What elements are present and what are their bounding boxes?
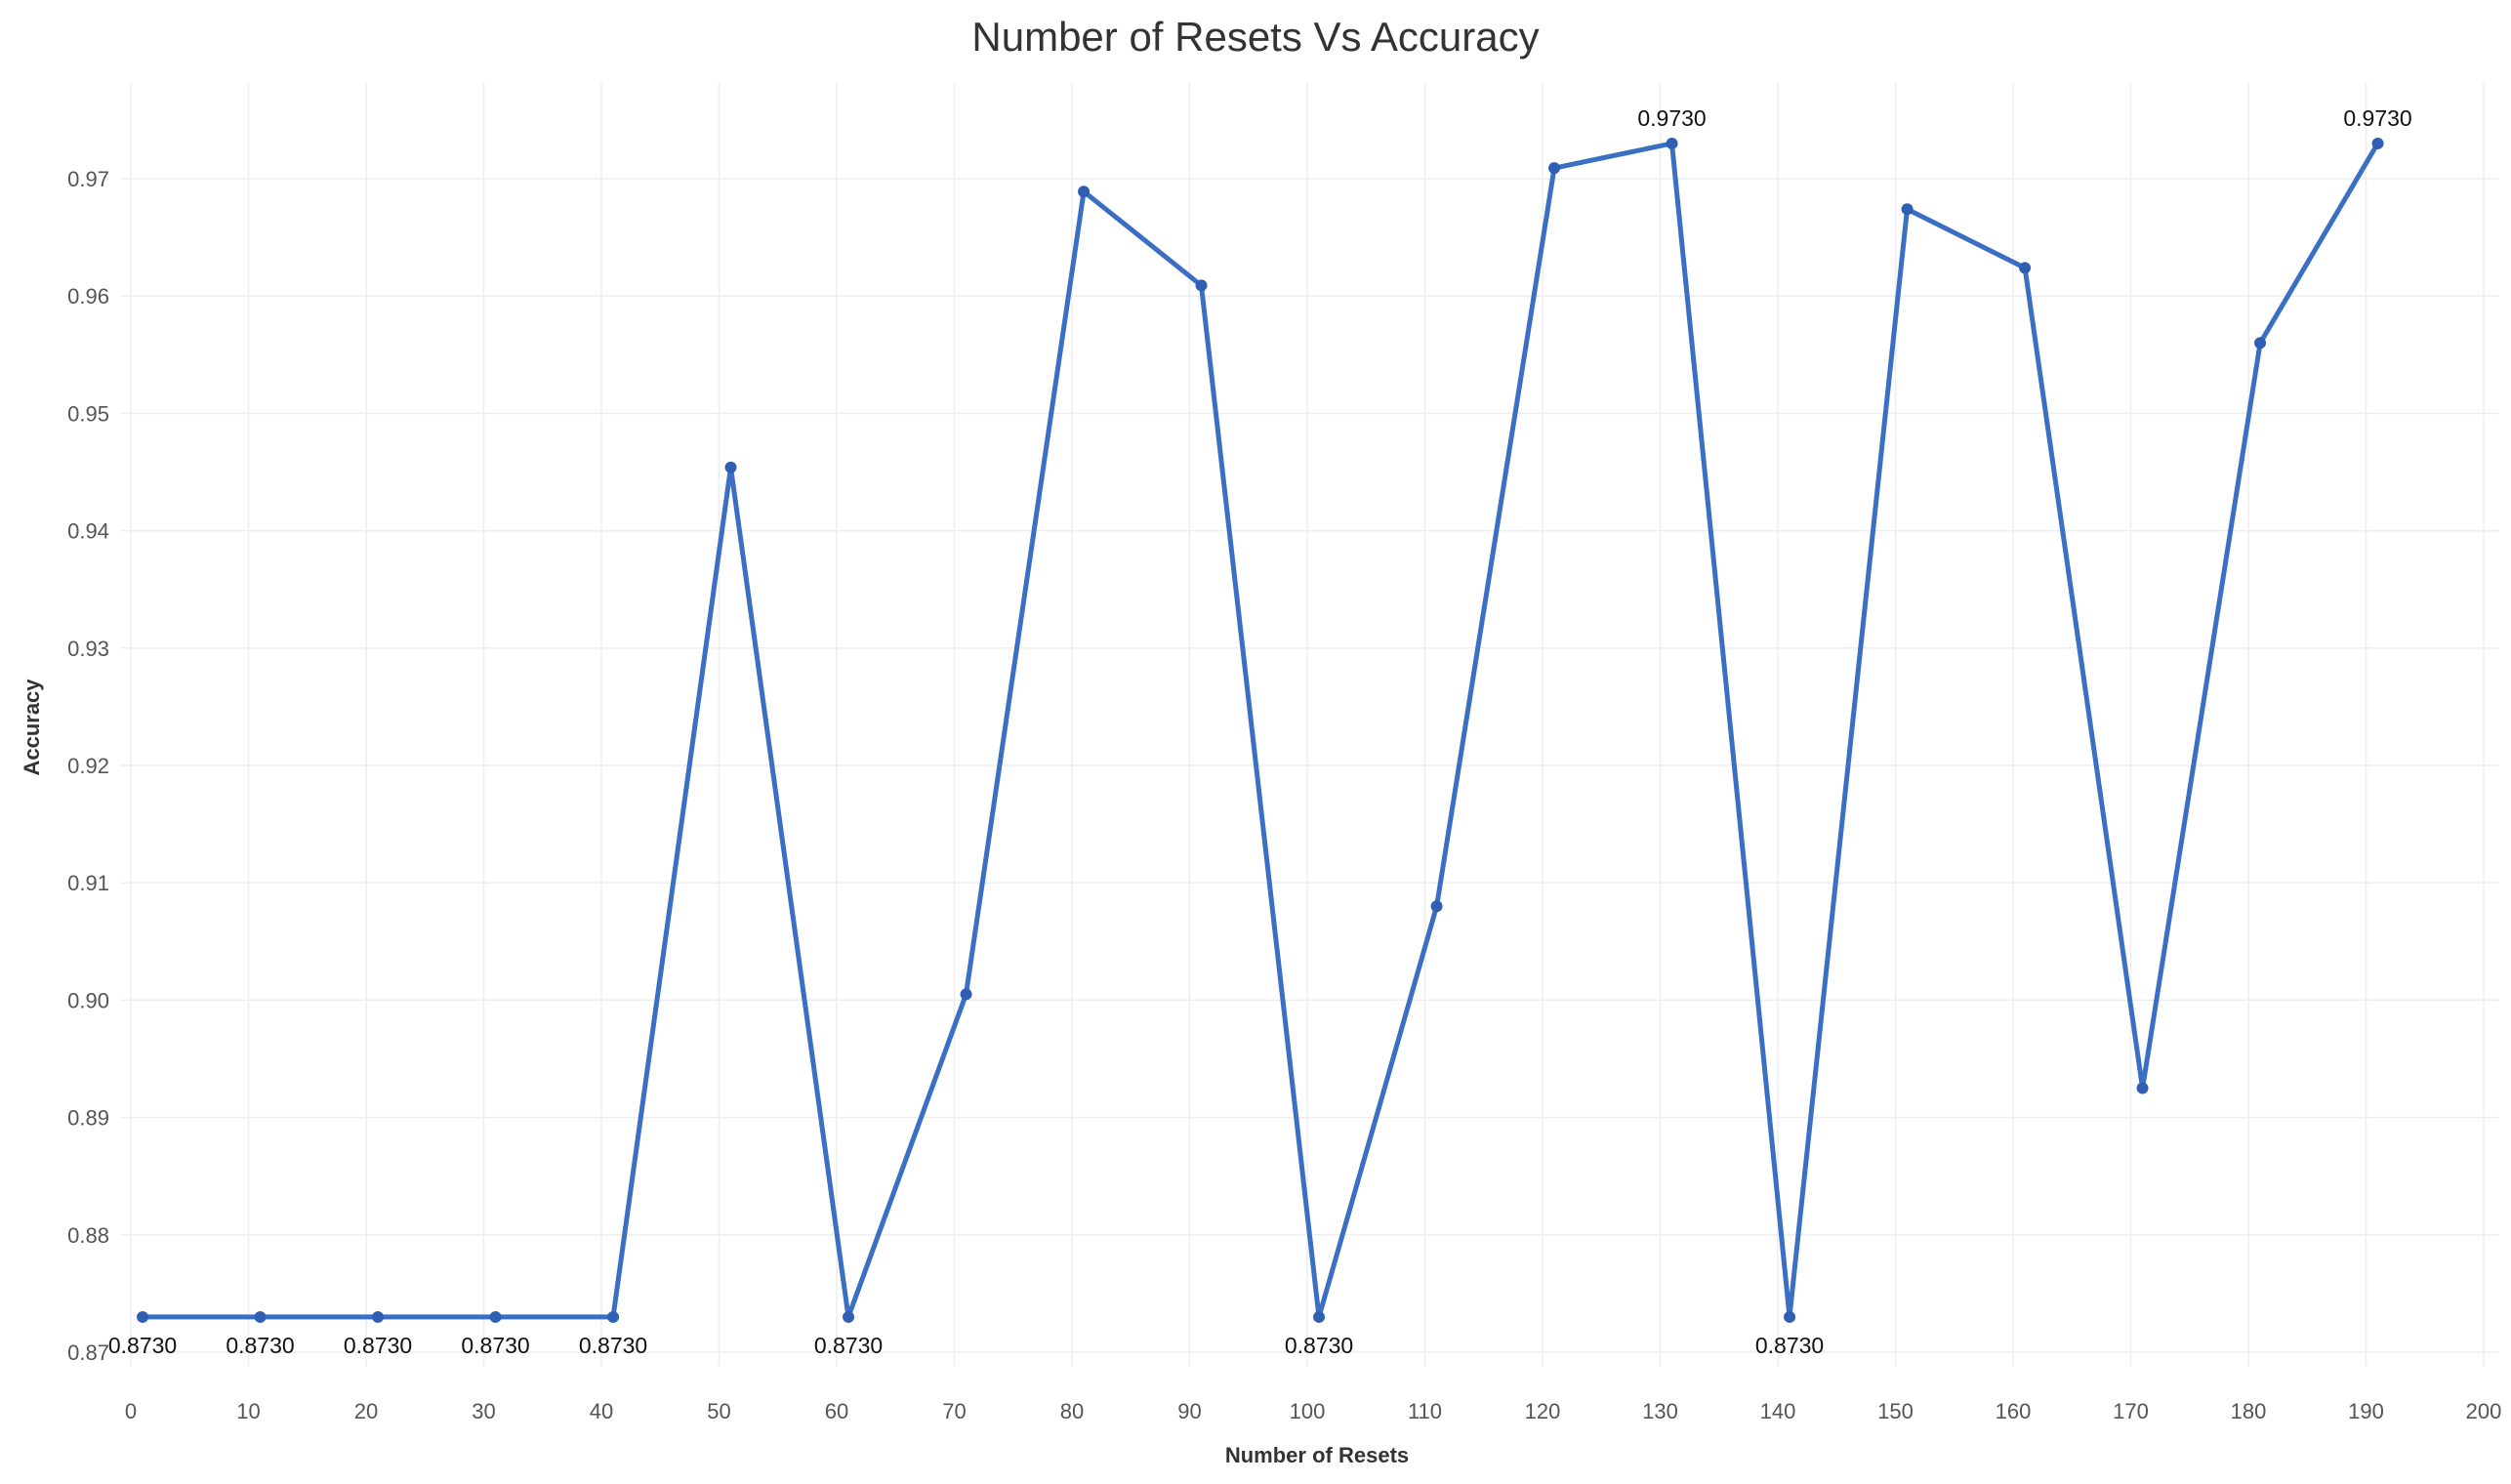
x-tick-label: 120: [1525, 1399, 1561, 1423]
y-tick-label: 0.91: [67, 871, 109, 895]
x-tick-label: 180: [2231, 1399, 2267, 1423]
x-tick-label: 90: [1177, 1399, 1201, 1423]
x-tick-label: 10: [236, 1399, 260, 1423]
x-tick-label: 0: [125, 1399, 137, 1423]
data-point: [843, 1310, 855, 1323]
x-tick-label: 140: [1760, 1399, 1796, 1423]
y-axis-ticks: 0.87 0.88 0.89 0.90 0.91 0.92 0.93 0.94 0.95 0.96…: [67, 167, 109, 1365]
data-point: [607, 1310, 620, 1323]
data-point: [1901, 203, 1914, 216]
data-label: 0.8730: [461, 1333, 529, 1358]
y-tick-label: 0.87: [67, 1340, 109, 1365]
data-point: [2019, 262, 2032, 274]
data-label: 0.9730: [2343, 105, 2411, 131]
x-tick-label: 190: [2348, 1399, 2384, 1423]
x-tick-label: 130: [1642, 1399, 1678, 1423]
grid: [121, 83, 2499, 1367]
y-tick-label: 0.88: [67, 1223, 109, 1248]
data-point: [1313, 1310, 1326, 1323]
data-point: [1430, 900, 1443, 913]
data-label: 0.8730: [579, 1333, 647, 1358]
y-tick-label: 0.89: [67, 1106, 109, 1131]
data-label: 0.8730: [226, 1333, 294, 1358]
data-point: [2136, 1082, 2149, 1094]
x-tick-label: 80: [1060, 1399, 1084, 1423]
data-point: [489, 1310, 502, 1323]
x-tick-label: 70: [942, 1399, 966, 1423]
x-tick-label: 50: [707, 1399, 730, 1423]
x-tick-label: 30: [472, 1399, 495, 1423]
data-point: [2254, 337, 2267, 350]
data-point: [254, 1310, 267, 1323]
data-point: [1195, 279, 1208, 292]
data-point: [1078, 186, 1091, 198]
x-tick-label: 150: [1877, 1399, 1914, 1423]
x-tick-label: 100: [1290, 1399, 1326, 1423]
x-tick-label: 60: [825, 1399, 848, 1423]
data-point: [2371, 137, 2384, 149]
y-tick-label: 0.95: [67, 401, 109, 426]
y-tick-label: 0.93: [67, 637, 109, 661]
series-group: [137, 137, 2384, 1323]
y-axis-title: Accuracy: [20, 679, 44, 776]
data-label: 0.8730: [1755, 1333, 1824, 1358]
data-labels: 0.8730 0.8730 0.8730 0.8730 0.8730 0.8730 0.87…: [108, 105, 2412, 1358]
x-tick-label: 110: [1408, 1399, 1442, 1423]
series-line: [140, 141, 2380, 1320]
x-tick-label: 20: [354, 1399, 378, 1423]
data-label: 0.8730: [1285, 1333, 1353, 1358]
data-point: [1666, 137, 1678, 149]
data-point: [372, 1310, 385, 1323]
x-tick-label: 40: [590, 1399, 613, 1423]
data-point: [724, 461, 737, 474]
x-axis-title: Number of Resets: [1225, 1443, 1409, 1467]
data-point: [1784, 1310, 1796, 1323]
data-label: 0.8730: [814, 1333, 883, 1358]
x-axis-ticks: 0 10 20 30 40 50 60 70 80 90 100 110 120 130 140 150 160…: [125, 1399, 2501, 1423]
data-point: [1548, 162, 1561, 175]
y-tick-label: 0.94: [67, 519, 109, 544]
data-label: 0.8730: [344, 1333, 412, 1358]
x-tick-label: 170: [2113, 1399, 2149, 1423]
y-tick-label: 0.90: [67, 988, 109, 1012]
chart-title: Number of Resets Vs Accuracy: [971, 14, 1540, 60]
data-label: 0.8730: [108, 1333, 177, 1358]
data-label: 0.9730: [1637, 105, 1706, 131]
x-tick-label: 160: [1996, 1399, 2032, 1423]
y-tick-label: 0.96: [67, 284, 109, 309]
y-tick-label: 0.92: [67, 754, 109, 778]
data-point: [137, 1310, 149, 1323]
data-point: [960, 988, 972, 1001]
x-tick-label: 200: [2466, 1399, 2502, 1423]
y-tick-label: 0.97: [67, 167, 109, 191]
